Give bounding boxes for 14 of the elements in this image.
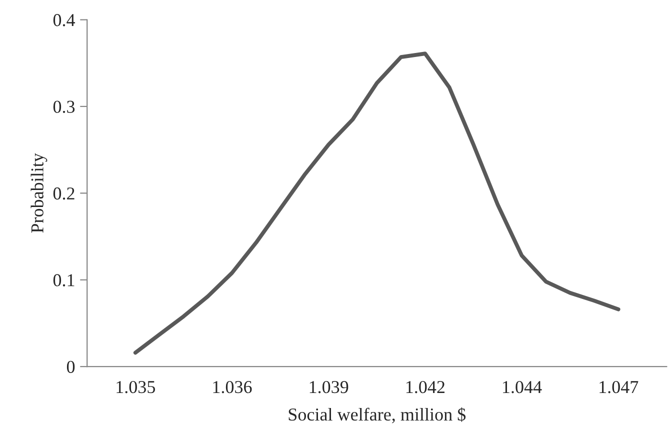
y-tick-label: 0.1: [53, 274, 74, 286]
x-tick-label: 1.039: [310, 380, 348, 394]
y-tick-label: 0.3: [53, 100, 75, 113]
x-tick-label: 1.047: [600, 380, 638, 394]
y-tick-label: 0: [66, 360, 75, 374]
y-axis-title: Probability: [30, 153, 48, 233]
x-tick-label: 1.042: [406, 380, 444, 394]
x-tick-label: 1.035: [116, 380, 156, 394]
line-series: [133, 52, 620, 355]
x-axis-title: Social welfare, million $: [288, 407, 466, 424]
x-tick-label: 1.036: [213, 380, 252, 394]
y-tick-label: 0.4: [53, 14, 76, 26]
x-tick-label: 1.044: [503, 380, 542, 394]
y-tick-label: 0.2: [53, 187, 74, 200]
